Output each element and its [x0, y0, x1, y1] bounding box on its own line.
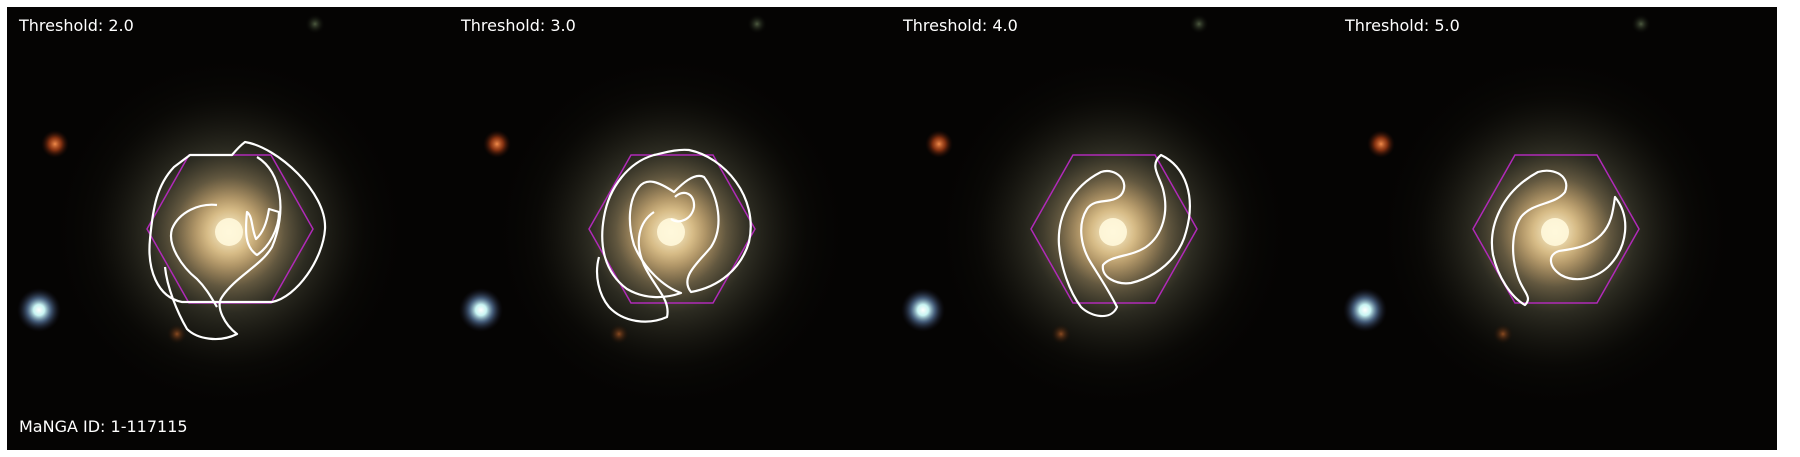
threshold-label: Threshold: 3.0: [461, 16, 576, 35]
red-star: [483, 130, 511, 158]
faint-source: [1051, 324, 1071, 344]
blue-star: [1343, 288, 1387, 332]
panel-threshold-2: Threshold: 2.0 MaNGA ID: 1-117115: [7, 7, 451, 450]
threshold-label: Threshold: 4.0: [903, 16, 1018, 35]
contour-arm-lower: [595, 211, 669, 323]
red-star: [925, 130, 953, 158]
faint-source: [1493, 324, 1513, 344]
threshold-label: Threshold: 2.0: [19, 16, 134, 35]
galaxy-nucleus: [1099, 218, 1127, 246]
blue-star: [459, 288, 503, 332]
contour-outer: [148, 140, 327, 304]
blue-star: [901, 288, 945, 332]
panel-threshold-4: Threshold: 4.0: [891, 7, 1335, 450]
galaxy-image: [449, 7, 893, 450]
figure-row: Threshold: 2.0 MaNGA ID: 1-117115 Thresh…: [7, 7, 1777, 450]
threshold-label: Threshold: 5.0: [1345, 16, 1460, 35]
panel-threshold-5: Threshold: 5.0: [1333, 7, 1777, 450]
faint-star: [747, 14, 767, 34]
faint-star: [1189, 14, 1209, 34]
faint-source: [167, 324, 187, 344]
contour-arm-right: [1549, 195, 1627, 281]
manga-id-label: MaNGA ID: 1-117115: [19, 417, 188, 436]
contour-arm-left: [1057, 169, 1126, 318]
contour-arm-lower: [163, 156, 282, 341]
panel-threshold-3: Threshold: 3.0: [449, 7, 893, 450]
red-star: [1367, 130, 1395, 158]
contour-core-hook: [670, 191, 696, 223]
faint-star: [305, 14, 325, 34]
blue-star: [17, 288, 61, 332]
ifu-hexagon: [1030, 154, 1198, 304]
galaxy-nucleus: [215, 218, 243, 246]
ifu-hexagon: [588, 154, 756, 304]
faint-source: [609, 324, 629, 344]
contour-arm-left: [1490, 169, 1568, 307]
contour-arm-inner: [169, 203, 218, 308]
galaxy-image: [7, 7, 451, 450]
ifu-hexagon: [1472, 154, 1640, 304]
galaxy-image: [891, 7, 1335, 450]
red-star: [41, 130, 69, 158]
galaxy-nucleus: [657, 218, 685, 246]
contour-outer: [601, 148, 752, 299]
contour-arm-right: [1101, 153, 1191, 285]
galaxy-nucleus: [1541, 218, 1569, 246]
faint-star: [1631, 14, 1651, 34]
galaxy-image: [1333, 7, 1777, 450]
contour-core-hook: [244, 207, 281, 257]
